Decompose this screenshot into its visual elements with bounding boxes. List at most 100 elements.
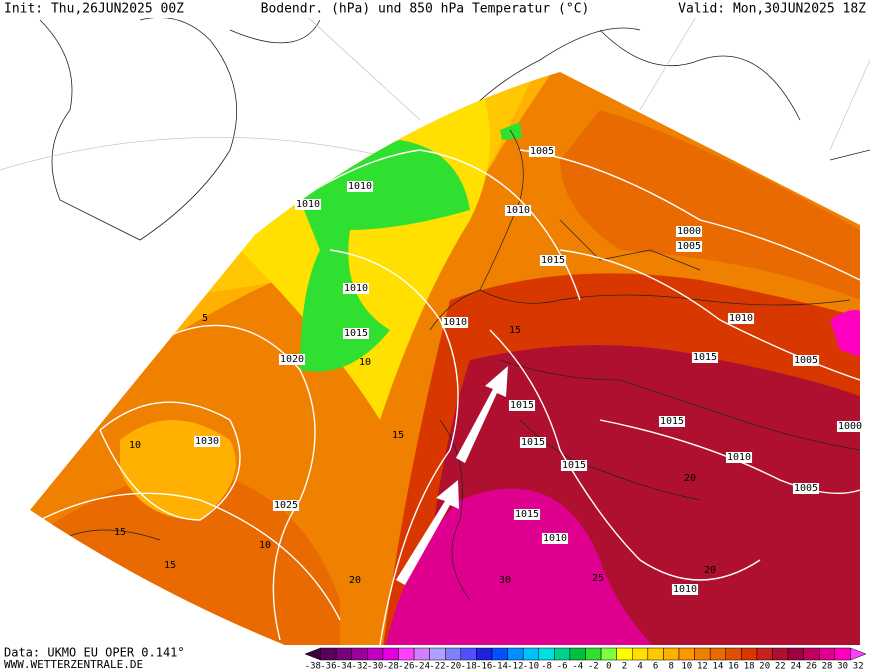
isobar-label-box bbox=[441, 317, 469, 328]
isobar-label-box bbox=[278, 354, 306, 365]
colorbar-label: -12 bbox=[507, 662, 523, 672]
colorbar-cell bbox=[382, 647, 399, 661]
colorbar-cell bbox=[554, 647, 571, 661]
colorbar-cell bbox=[445, 647, 462, 661]
colorbar-cell bbox=[491, 647, 508, 661]
graticule bbox=[0, 9, 870, 171]
isobar-label: 1020 bbox=[280, 354, 304, 365]
colorbar-label: 24 bbox=[790, 662, 801, 672]
colorbar-label: -38 bbox=[305, 662, 321, 672]
colorbar-cell bbox=[819, 647, 836, 661]
isobar-label-box bbox=[560, 460, 588, 471]
colorbar-label: 6 bbox=[653, 662, 658, 672]
colorbar-label: 20 bbox=[759, 662, 770, 672]
isobar-label: 1010 bbox=[543, 533, 567, 544]
arrows bbox=[396, 366, 508, 585]
isotherm-label: 20 bbox=[684, 473, 696, 484]
data-source: Data: UKMO EU OPER 0.141° bbox=[4, 646, 185, 660]
isotherm-label: 10 bbox=[129, 440, 141, 451]
valid-time: Valid: Mon,30JUN2025 18Z bbox=[678, 2, 866, 17]
isobar-label: 1030 bbox=[195, 436, 219, 447]
colorbar-cell bbox=[647, 647, 664, 661]
colorbar-label: -28 bbox=[383, 662, 399, 672]
isobar-label: 1015 bbox=[693, 352, 717, 363]
arrow bbox=[456, 366, 508, 463]
isotherm-labels: 5 10 15 15 10 15 20 25 30 20 10 15 20 bbox=[114, 313, 716, 586]
colorbar-label: -10 bbox=[523, 662, 539, 672]
colorbar-label: 10 bbox=[681, 662, 692, 672]
colorbar-cell bbox=[569, 647, 586, 661]
colorbar-label: 28 bbox=[822, 662, 833, 672]
country-borders bbox=[59, 129, 860, 601]
isobar-label-box bbox=[528, 146, 556, 157]
isobar-label: 1015 bbox=[510, 400, 534, 411]
isobar-label-box bbox=[513, 509, 541, 520]
colorbar-cell bbox=[632, 647, 649, 661]
isobar-label: 1000 bbox=[677, 226, 701, 237]
arrow bbox=[396, 480, 459, 585]
colorbar-cell bbox=[694, 647, 711, 661]
colorbar-cell bbox=[678, 647, 695, 661]
isobar-label: 1015 bbox=[521, 437, 545, 448]
isobar-label: 1010 bbox=[296, 199, 320, 210]
isotherm-label: 30 bbox=[499, 575, 511, 586]
colorbar-label: -26 bbox=[398, 662, 414, 672]
colorbar-cell bbox=[850, 647, 867, 661]
isotherm-label: 5 bbox=[202, 313, 208, 324]
colorbar-label: -8 bbox=[541, 662, 552, 672]
isobar-label-box bbox=[508, 400, 536, 411]
map-title: Bodendr. (hPa) und 850 hPa Temperatur (°… bbox=[261, 2, 590, 17]
colorbar-label: 16 bbox=[728, 662, 739, 672]
colorbar-label: -22 bbox=[429, 662, 445, 672]
colorbar-label: -18 bbox=[460, 662, 476, 672]
isobar-label: 1010 bbox=[443, 317, 467, 328]
isobar-label-box bbox=[658, 416, 686, 427]
colorbar-label: 26 bbox=[806, 662, 817, 672]
isobar-label-box bbox=[519, 437, 547, 448]
outside-coastlines bbox=[39, 17, 870, 241]
colorbar-label: 12 bbox=[697, 662, 708, 672]
colorbar-cell bbox=[585, 647, 602, 661]
colorbar-cell bbox=[429, 647, 446, 661]
colorbar-cell bbox=[398, 647, 415, 661]
colorbar-cell bbox=[351, 647, 368, 661]
isobar-label-box bbox=[725, 452, 753, 463]
colorbar-label: 0 bbox=[606, 662, 611, 672]
isobar-label-box bbox=[792, 355, 820, 366]
colorbar-label: -34 bbox=[336, 662, 352, 672]
isobar-label: 1005 bbox=[677, 241, 701, 252]
isobar-label-box bbox=[272, 500, 300, 511]
isobar-label: 1015 bbox=[660, 416, 684, 427]
colorbar-label: -6 bbox=[557, 662, 568, 672]
isobar-label: 1025 bbox=[274, 500, 298, 511]
init-time: Init: Thu,26JUN2025 00Z bbox=[4, 2, 184, 17]
isotherm-label: 15 bbox=[114, 527, 126, 538]
colorbar: -38 -36 -34 -32 -30 -28 -26 -24 -22 -20 -18 -16 -14-… bbox=[304, 647, 867, 672]
colorbar-cell bbox=[320, 647, 337, 661]
colorbar-label: -24 bbox=[414, 662, 430, 672]
isobar-label-box bbox=[342, 328, 370, 339]
colorbar-label: -4 bbox=[572, 662, 583, 672]
isotherm-label: 15 bbox=[164, 560, 176, 571]
colorbar-label: 4 bbox=[637, 662, 642, 672]
colorbar-cell bbox=[772, 647, 789, 661]
isobar-label: 1015 bbox=[541, 255, 565, 266]
colorbar-label: 32 bbox=[853, 662, 864, 672]
isobar-label: 1015 bbox=[515, 509, 539, 520]
colorbar-label: 30 bbox=[837, 662, 848, 672]
isobar-label-box bbox=[691, 352, 719, 363]
isobar-label-box bbox=[193, 436, 221, 447]
isobar-label-box bbox=[342, 283, 370, 294]
colorbar-cell bbox=[600, 647, 617, 661]
isobar-label-box bbox=[675, 241, 703, 252]
isobar-label-box bbox=[671, 584, 699, 595]
colorbar-cell bbox=[741, 647, 758, 661]
isobar-label-box bbox=[541, 533, 569, 544]
colorbar-label: -20 bbox=[445, 662, 461, 672]
isobar-label-box bbox=[792, 483, 820, 494]
isobar-labels: 1005 1010 1010 1010 1000 1005 1015 1010 … bbox=[193, 146, 864, 595]
isobar-label-box bbox=[836, 421, 864, 432]
isobar-label: 1000 bbox=[838, 421, 862, 432]
isobar-label-box bbox=[539, 255, 567, 266]
